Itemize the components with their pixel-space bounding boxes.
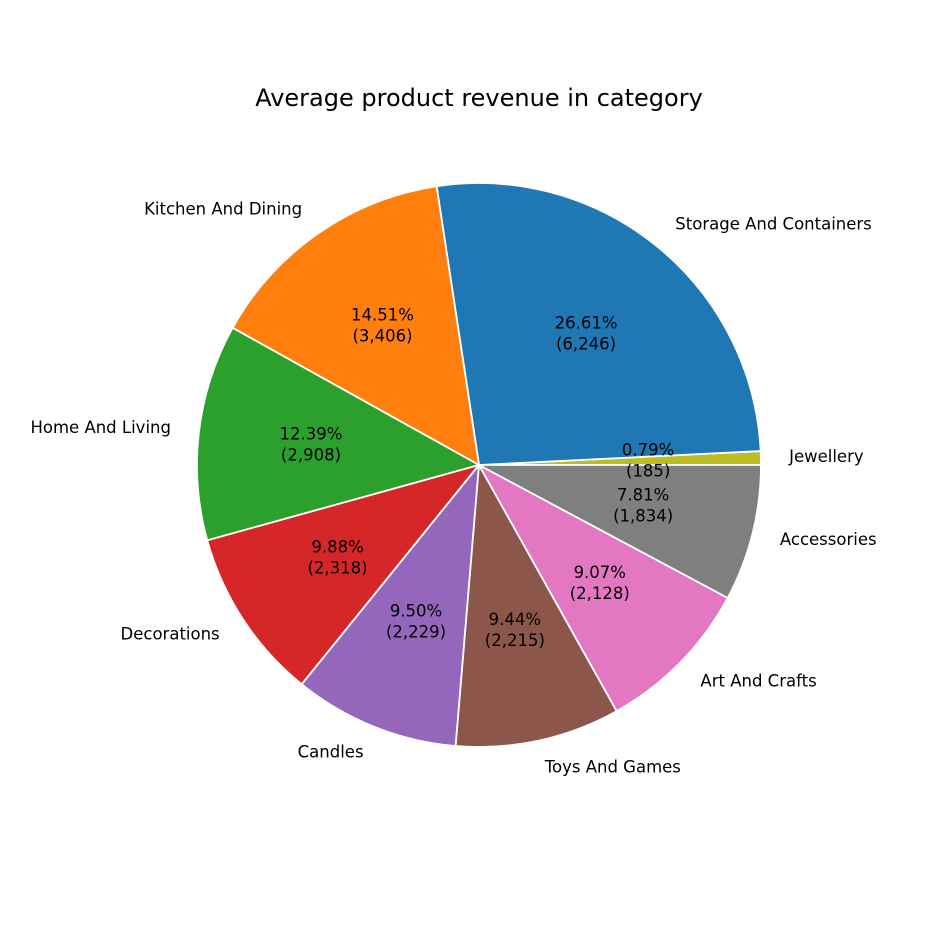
slice-label-toys-and-games: Toys And Games bbox=[544, 758, 681, 777]
slice-value-art-and-crafts: (2,128) bbox=[570, 584, 630, 603]
slice-label-storage-and-containers: Storage And Containers bbox=[675, 214, 872, 233]
slice-percent-candles: 9.50% bbox=[390, 602, 442, 621]
slice-value-jewellery: (185) bbox=[626, 461, 670, 480]
chart-title: Average product revenue in category bbox=[255, 84, 703, 112]
slice-label-jewellery: Jewellery bbox=[788, 447, 864, 466]
pie-slice-home-and-living bbox=[196, 326, 480, 542]
slice-value-candles: (2,229) bbox=[386, 623, 446, 642]
slice-percent-jewellery: 0.79% bbox=[622, 440, 674, 459]
pie-slices bbox=[196, 182, 762, 748]
slice-percent-kitchen-and-dining: 14.51% bbox=[351, 306, 414, 325]
pie-slice-storage-and-containers bbox=[435, 182, 762, 466]
slice-value-decorations: (2,318) bbox=[307, 558, 367, 577]
slice-value-accessories: (1,834) bbox=[613, 507, 673, 526]
slice-percent-storage-and-containers: 26.61% bbox=[555, 313, 618, 332]
slice-label-decorations: Decorations bbox=[121, 625, 220, 644]
pie-slice-kitchen-and-dining bbox=[231, 185, 480, 466]
slice-percent-home-and-living: 12.39% bbox=[280, 424, 343, 443]
pie-slice-decorations bbox=[206, 464, 480, 686]
slice-label-home-and-living: Home And Living bbox=[30, 418, 171, 437]
slice-percent-accessories: 7.81% bbox=[617, 486, 669, 505]
slice-value-kitchen-and-dining: (3,406) bbox=[352, 327, 412, 346]
slice-label-art-and-crafts: Art And Crafts bbox=[700, 672, 816, 691]
slice-percent-art-and-crafts: 9.07% bbox=[574, 563, 626, 582]
slice-percent-decorations: 9.88% bbox=[311, 537, 363, 556]
slice-percent-toys-and-games: 9.44% bbox=[489, 610, 541, 629]
pie-slice-accessories bbox=[478, 464, 762, 599]
slice-value-toys-and-games: (2,215) bbox=[485, 631, 545, 650]
slice-label-accessories: Accessories bbox=[780, 530, 877, 549]
slice-value-home-and-living: (2,908) bbox=[281, 445, 341, 464]
pie-slice-toys-and-games bbox=[454, 464, 618, 748]
slice-label-candles: Candles bbox=[298, 742, 364, 761]
slice-value-storage-and-containers: (6,246) bbox=[556, 334, 616, 353]
pie-slice-art-and-crafts bbox=[478, 464, 729, 713]
slice-label-kitchen-and-dining: Kitchen And Dining bbox=[144, 200, 302, 219]
pie-labels: Jewellery 0.79% (185) Storage And Container… bbox=[30, 200, 876, 777]
pie-slice-candles bbox=[300, 464, 480, 747]
